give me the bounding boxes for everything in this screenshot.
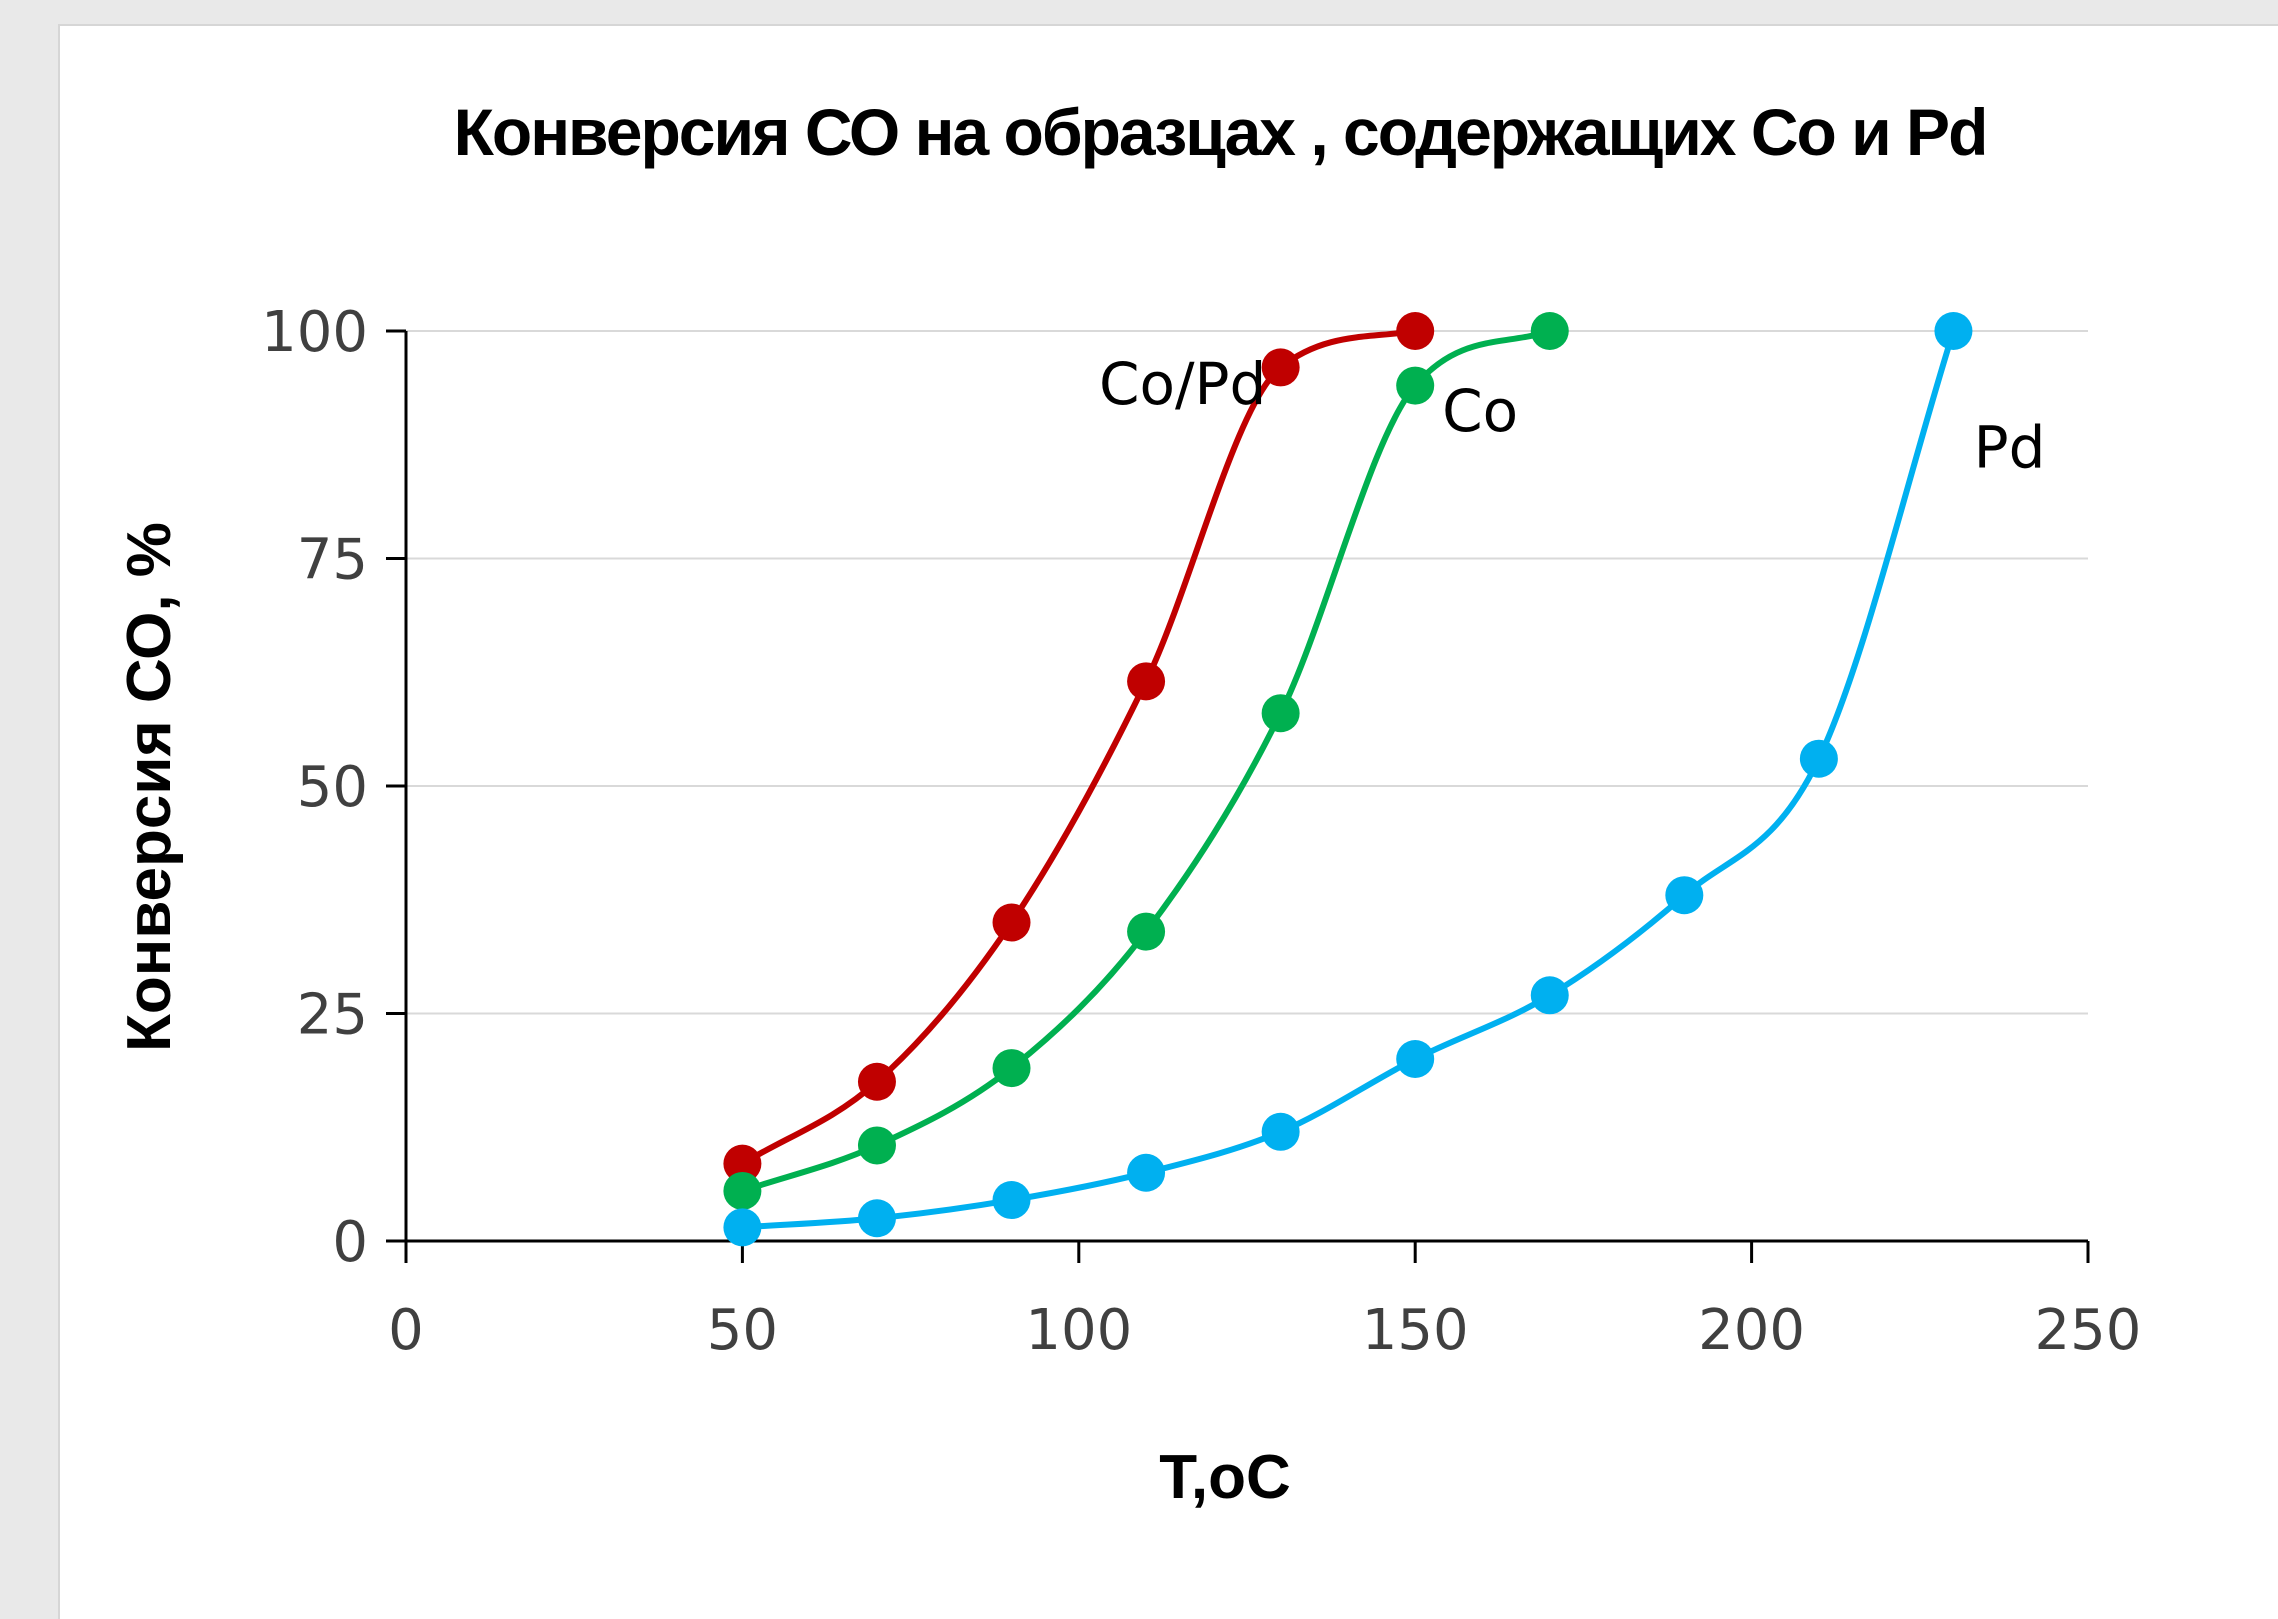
x-tick-label: 250	[2035, 1298, 2142, 1363]
tick-labels: 0 25 50 75 100 0 50 100 150 200 250	[261, 300, 2141, 1363]
data-point-pd	[1530, 976, 1569, 1015]
data-point-pd	[992, 1181, 1031, 1220]
data-point-pd	[1127, 1153, 1166, 1192]
series-label-co: Co	[1442, 377, 1518, 445]
y-tick-label: 75	[297, 528, 368, 593]
x-tick-label: 50	[707, 1298, 778, 1363]
data-point-co-pd	[857, 1062, 896, 1101]
data-point-pd	[723, 1208, 762, 1247]
series-label-pd: Pd	[1974, 414, 2046, 482]
data-point-pd	[1799, 739, 1838, 778]
x-tick-label: 200	[1698, 1298, 1805, 1363]
chart-title: Конверсия СО на образцах , содержащих Со…	[454, 95, 1987, 169]
y-tick-label: 25	[297, 983, 368, 1048]
x-tick-label: 0	[388, 1298, 424, 1363]
data-point-co-pd	[1127, 662, 1166, 701]
x-axis-title: Т,оС	[1159, 1443, 1291, 1512]
data-point-co-pd	[1396, 312, 1435, 350]
data-point-pd	[1665, 876, 1704, 915]
series-pd: Pd	[723, 312, 2046, 1247]
series-co-pd: Co/Pd	[723, 312, 1435, 1183]
data-point-co-pd	[992, 903, 1031, 942]
series-co: Co	[723, 312, 1569, 1210]
data-point-co-pd	[1261, 348, 1300, 387]
grid	[406, 330, 2088, 1015]
y-tick-label: 50	[297, 755, 368, 820]
data-point-co	[1530, 312, 1569, 350]
series: Co/Pd Co Pd	[723, 312, 2046, 1247]
data-point-pd	[1934, 312, 1973, 350]
data-point-pd	[1261, 1112, 1300, 1151]
axes	[386, 329, 2090, 1263]
y-tick-label: 0	[332, 1210, 368, 1275]
data-point-co	[992, 1049, 1031, 1088]
data-point-pd	[1396, 1040, 1435, 1078]
y-axis-title: Конверсия СО, %	[115, 522, 184, 1052]
data-point-co	[857, 1126, 896, 1165]
x-tick-label: 150	[1362, 1298, 1469, 1363]
data-point-co	[723, 1171, 762, 1210]
series-label-co-pd: Co/Pd	[1099, 350, 1266, 418]
series-line-pd	[742, 330, 1957, 1231]
data-point-co	[1396, 366, 1435, 405]
chart-frame	[58, 24, 2278, 1619]
data-point-pd	[857, 1199, 896, 1238]
x-tick-label: 100	[1025, 1298, 1132, 1363]
series-line-co-pd	[740, 328, 1416, 1167]
data-point-co-pd	[723, 1144, 762, 1183]
data-point-co	[1261, 694, 1300, 733]
data-point-co	[1127, 912, 1166, 951]
y-tick-label: 100	[261, 300, 368, 365]
